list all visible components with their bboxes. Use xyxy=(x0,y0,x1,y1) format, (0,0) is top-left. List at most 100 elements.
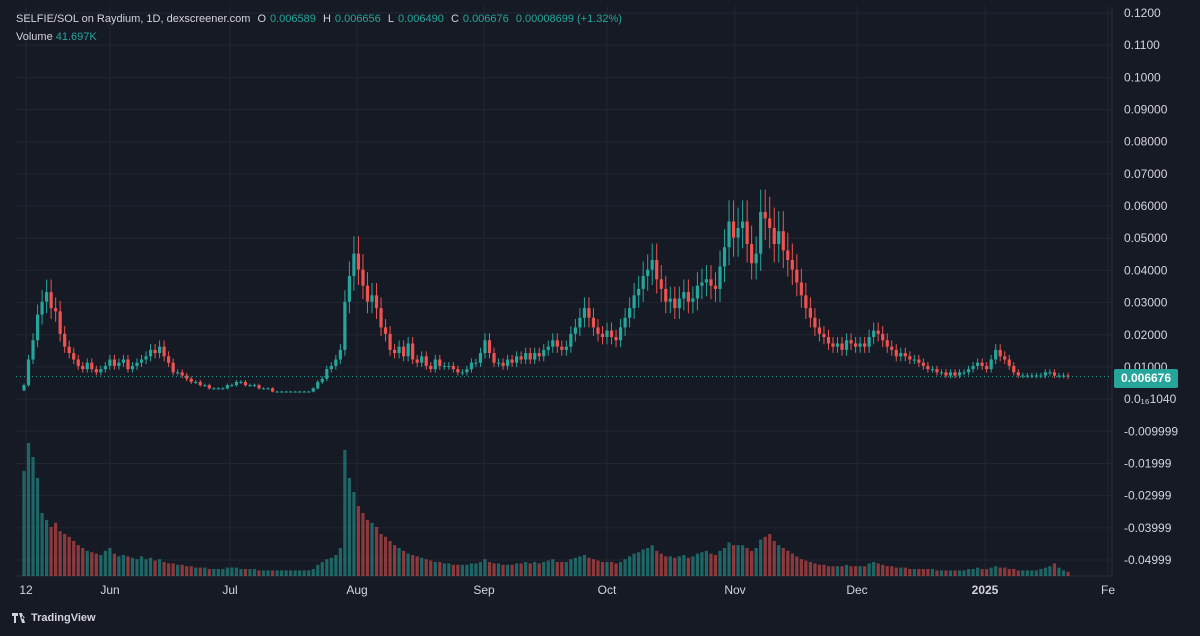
candle-body xyxy=(1052,372,1057,376)
volume-bar xyxy=(72,541,76,576)
candle-body xyxy=(668,298,672,302)
candle-body xyxy=(795,269,799,283)
candle-body xyxy=(44,292,49,302)
candle-body xyxy=(989,359,993,370)
candle-body xyxy=(311,388,315,392)
candle-body xyxy=(185,375,189,379)
volume-bar xyxy=(234,567,239,576)
volume-bar xyxy=(1048,566,1052,576)
volume-bar xyxy=(329,557,333,576)
candle-body xyxy=(298,391,302,393)
candle-body xyxy=(804,295,808,309)
volume-bar xyxy=(573,557,577,576)
candle-body xyxy=(85,362,89,370)
volume-bar xyxy=(148,557,153,576)
volume-bar xyxy=(998,567,1002,576)
volume-bar xyxy=(813,563,817,576)
candle-body xyxy=(103,365,107,370)
candle-body xyxy=(26,359,31,386)
volume-bar xyxy=(424,559,428,576)
tradingview-logo[interactable]: TradingView xyxy=(12,612,96,624)
candle-body xyxy=(1021,375,1025,377)
candle-body xyxy=(596,327,600,334)
y-tick-label: 0.1000 xyxy=(1124,70,1161,84)
volume-bar xyxy=(759,539,763,576)
candle-body xyxy=(551,340,555,347)
candle-body xyxy=(781,231,785,251)
candle-body xyxy=(289,391,293,393)
volume-bar xyxy=(456,564,460,576)
x-tick-label: Aug xyxy=(346,583,367,597)
volume-bar xyxy=(980,569,984,576)
candle-body xyxy=(754,253,758,264)
candle-body xyxy=(944,372,948,376)
candle-body xyxy=(451,365,455,370)
candle-body xyxy=(487,340,492,354)
volume-bar xyxy=(501,564,505,576)
candle-body xyxy=(844,340,849,350)
candle-body xyxy=(135,362,139,366)
volume-bar xyxy=(320,562,324,576)
volume-bar xyxy=(176,564,180,576)
candle-body xyxy=(230,385,234,387)
candle-body xyxy=(293,391,297,393)
volume-bar xyxy=(935,570,939,576)
volume-bar xyxy=(153,560,157,576)
y-tick-label: -0.02999 xyxy=(1124,489,1172,503)
volume-bar xyxy=(894,567,898,576)
candle-body xyxy=(1030,375,1034,377)
volume-bar xyxy=(338,548,342,576)
candle-body xyxy=(510,359,514,363)
candle-body xyxy=(388,333,392,350)
volume-bar xyxy=(948,570,953,576)
x-tick-label: 2025 xyxy=(972,583,999,597)
candle-body xyxy=(813,317,817,328)
candle-body xyxy=(772,227,776,244)
volume-bar xyxy=(885,566,889,576)
y-tick-label: 0.05000 xyxy=(1124,231,1168,245)
volume-bar xyxy=(496,563,501,576)
y-tick-label: 0.07000 xyxy=(1124,167,1168,181)
volume-bar xyxy=(736,545,740,576)
volume-bar xyxy=(1030,570,1034,576)
candle-body xyxy=(126,359,130,370)
volume-bar xyxy=(307,570,311,576)
candle-body xyxy=(203,385,207,387)
volume-bar xyxy=(750,550,754,576)
candle-body xyxy=(637,288,641,296)
candle-body xyxy=(790,260,794,270)
volume-bar xyxy=(144,559,148,576)
volume-bar xyxy=(881,564,885,576)
volume-bar xyxy=(713,555,718,576)
volume-bar xyxy=(451,564,455,576)
candle-body xyxy=(139,359,144,363)
symbol-label[interactable]: SELFIE/SOL on Raydium, 1D, dexscreener.c… xyxy=(16,13,251,25)
volume-bar xyxy=(35,478,40,576)
candle-body xyxy=(863,343,867,347)
candle-body xyxy=(99,369,103,373)
volume-bar xyxy=(908,569,912,576)
candle-body xyxy=(216,388,220,390)
volume-bar xyxy=(795,556,799,576)
candle-body xyxy=(478,353,483,363)
volume-bar xyxy=(985,569,989,576)
candle-body xyxy=(677,298,681,309)
candle-body xyxy=(777,231,781,244)
volume-bar xyxy=(465,564,469,576)
candle-body xyxy=(826,337,831,344)
volume-bar xyxy=(26,443,31,576)
volume-bar xyxy=(185,566,189,576)
volume-bar xyxy=(257,570,261,576)
volume-bar xyxy=(352,492,356,576)
candle-body xyxy=(496,362,501,364)
candle-body xyxy=(722,247,727,267)
time-axis[interactable]: 12 Jun Jul Aug Sep Oct Nov Dec 2025 Fe xyxy=(19,583,1115,597)
candle-body xyxy=(370,295,374,302)
volume-bar xyxy=(664,556,668,576)
volume-bar xyxy=(542,562,546,576)
candle-body xyxy=(998,349,1002,357)
candle-body xyxy=(334,359,338,366)
volume-bars xyxy=(22,443,1070,576)
price-axis[interactable]: 0.1200 0.1100 0.1000 0.09000 0.08000 0.07000 0… xyxy=(1124,6,1178,567)
